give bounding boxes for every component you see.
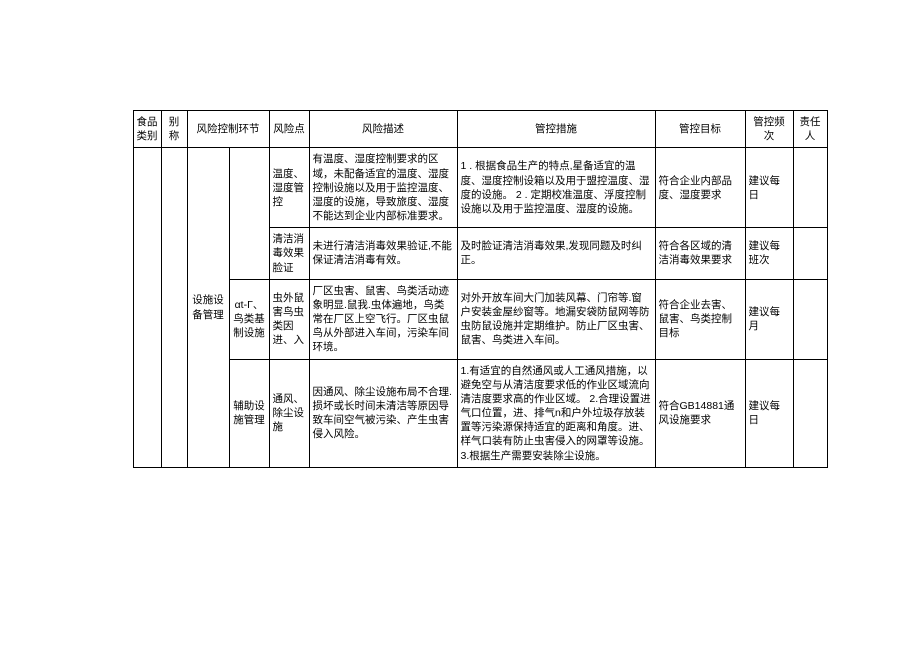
col-alias: 别称: [161, 111, 187, 148]
col-control-link: 风险控制环节: [187, 111, 269, 148]
cell-sub: αt-Γ、鸟类基制设施: [229, 279, 269, 359]
cell-sub: 辅助设施管理: [229, 359, 269, 467]
table-row: αt-Γ、鸟类基制设施 虫外鼠害鸟虫类因进、入 厂区虫害、鼠害、鸟类活动迹象明显…: [133, 279, 827, 359]
col-food-category: 食品类别: [133, 111, 161, 148]
table-row: 设施设备管理 温度、湿度管控 有温度、湿度控制要求的区域，未配备适宜的温度、湿度…: [133, 148, 827, 228]
cell-risk-desc: 厂区虫害、鼠害、鸟类活动迹象明显.鼠我.虫体遍地，鸟类常在厂区上空飞行。厂区虫鼠…: [309, 279, 457, 359]
cell-frequency: 建议每日: [745, 148, 793, 228]
col-frequency: 管控频次: [745, 111, 793, 148]
table-container: 食品类别 别称 风险控制环节 风险点 风险描述 管控措施 管控目标 管控频次 责…: [133, 110, 828, 468]
cell-goal: 符合企业去害、鼠害、鸟类控制目标: [655, 279, 745, 359]
cell-measure: 及时脸证清洁消毒效果,发现同题及时纠正。: [457, 228, 655, 280]
header-row: 食品类别 别称 风险控制环节 风险点 风险描述 管控措施 管控目标 管控频次 责…: [133, 111, 827, 148]
cell-responsible: [793, 359, 827, 467]
cell-goal: 符合GB14881通风设施要求: [655, 359, 745, 467]
cell-goal: 符合各区域的清洁消毒效果要求: [655, 228, 745, 280]
cell-risk-point: 虫外鼠害鸟虫类因进、入: [269, 279, 309, 359]
cell-responsible: [793, 228, 827, 280]
table-body: 设施设备管理 温度、湿度管控 有温度、湿度控制要求的区域，未配备适宜的温度、湿度…: [133, 148, 827, 467]
cell-risk-point: 温度、湿度管控: [269, 148, 309, 228]
cell-responsible: [793, 279, 827, 359]
col-risk-point: 风险点: [269, 111, 309, 148]
cell-risk-point: 清洁消毒效果脸证: [269, 228, 309, 280]
cell-frequency: 建议每班次: [745, 228, 793, 280]
cell-sub: [229, 148, 269, 279]
col-responsible: 责任人: [793, 111, 827, 148]
cell-risk-desc: 有温度、湿度控制要求的区域，未配备适宜的温度、湿度控制设施以及用于监控温度、湿度…: [309, 148, 457, 228]
cell-measure: 对外开放车间大门加装风幕、门帘等.窗户安装金屋纱窗等。地漏安袋防鼠网等防虫防鼠设…: [457, 279, 655, 359]
cell-risk-desc: 未进行清洁消毒效果验证,不能保证清洁消毒有效。: [309, 228, 457, 280]
risk-control-table: 食品类别 别称 风险控制环节 风险点 风险描述 管控措施 管控目标 管控频次 责…: [133, 110, 828, 468]
table-row: 辅助设施管理 通风、除尘设施 因通风、除尘设施布局不合理.损坏或长时间未清洁等原…: [133, 359, 827, 467]
cell-frequency: 建议每日: [745, 359, 793, 467]
col-risk-desc: 风险描述: [309, 111, 457, 148]
cell-risk-desc: 因通风、除尘设施布局不合理.损坏或长时间未清洁等原因导致车间空气被污染、产生虫害…: [309, 359, 457, 467]
col-goal: 管控目标: [655, 111, 745, 148]
cell-measure: 1.有适宜的自然通风或人工通风措施，以避免空与从清洁度要求低的作业区域流向清洁度…: [457, 359, 655, 467]
cell-responsible: [793, 148, 827, 228]
cell-measure: 1 . 根据食品生产的特点,星备适宜的温度、湿度控制设箱以及用于盟控温度、湿度的…: [457, 148, 655, 228]
cell-food-category: [133, 148, 161, 467]
col-measure: 管控措施: [457, 111, 655, 148]
cell-control-link: 设施设备管理: [187, 148, 229, 467]
cell-goal: 符合企业内部品度、湿度要求: [655, 148, 745, 228]
cell-risk-point: 通风、除尘设施: [269, 359, 309, 467]
cell-alias: [161, 148, 187, 467]
cell-frequency: 建议每月: [745, 279, 793, 359]
